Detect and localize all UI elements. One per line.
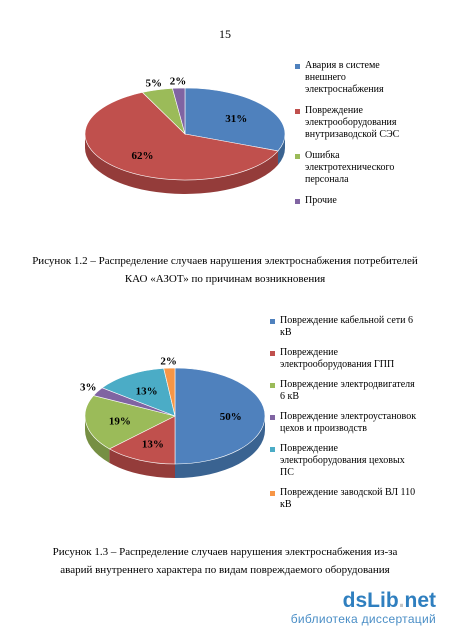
pie-slice — [101, 368, 176, 417]
figure-caption-1-2: Рисунок 1.2 – Распределение случаев нару… — [0, 252, 450, 288]
legend-label: Прочие — [305, 195, 337, 207]
watermark-subtitle: библиотека диссертаций — [290, 612, 436, 626]
watermark-logo: dsLib.net библиотека диссертаций — [290, 589, 436, 627]
legend-item: Ошибка электротехнического персонала — [295, 150, 394, 186]
caption-line: Рисунок 1.2 – Распределение случаев нару… — [32, 255, 418, 267]
pie-data-label: 19% — [109, 416, 131, 428]
legend-swatch — [270, 415, 275, 420]
pie-data-label: 62% — [132, 150, 154, 162]
legend-item: Повреждение электродвигателя 6 кВ — [270, 379, 415, 403]
legend-equipment: Повреждение кабельной сети 6 кВ Повреждени… — [270, 315, 440, 535]
legend-label-line: Ошибка — [305, 150, 340, 161]
legend-label-line: Повреждение — [305, 105, 363, 116]
legend-label-line: Повреждение электроустановок — [280, 411, 417, 422]
watermark-site-name: dsLib.net — [342, 589, 436, 612]
legend-item: Повреждение электроборудования цеховых ПС — [270, 443, 405, 479]
legend-swatch — [295, 64, 300, 69]
legend-label-line: 6 кВ — [280, 391, 300, 402]
legend-label-line: электрооборудования ГПП — [280, 359, 395, 370]
legend-label: Повреждение электрооборудования внутризаво… — [305, 105, 399, 141]
legend-label-line: Повреждение электродвигателя — [280, 379, 415, 390]
legend-label-line: электроборудования цеховых — [280, 455, 405, 466]
legend-label-line: Повреждение кабельной сети 6 — [280, 315, 413, 326]
legend-label-line: электрооборудования — [305, 117, 397, 128]
legend-label-line: Авария в системе — [305, 60, 380, 71]
legend-label: Ошибка электротехнического персонала — [305, 150, 394, 186]
legend-swatch — [295, 154, 300, 159]
legend-label-line: кВ — [280, 499, 292, 510]
legend-swatch — [295, 199, 300, 204]
legend-label: Повреждение электрооборудования ГПП — [280, 347, 394, 371]
legend-label: Повреждение электроустановок цехов и прои… — [280, 411, 416, 435]
legend-item: Авария в системе внешнего электроснабжения — [295, 60, 384, 96]
legend-swatch — [295, 109, 300, 114]
pie-slice — [108, 415, 176, 465]
page-number: 15 — [219, 27, 231, 41]
pie-chart-equipment: 50% 13% 19% 3% 13% 2% — [80, 355, 266, 478]
legend-swatch — [270, 447, 275, 452]
pie-data-label: 13% — [136, 385, 158, 397]
legend-item: Повреждение кабельной сети 6 кВ — [270, 315, 413, 339]
legend-label: Повреждение заводской ВЛ 110 кВ — [280, 487, 415, 511]
pie-slice — [184, 87, 286, 152]
pie-data-label: 2% — [160, 355, 177, 367]
legend-item: Прочие — [295, 195, 337, 207]
legend-label-line: Повреждение — [280, 347, 338, 358]
legend-label: Повреждение кабельной сети 6 кВ — [280, 315, 413, 339]
pie-data-label: 13% — [142, 438, 164, 450]
legend-swatch — [270, 351, 275, 356]
pie-slice-side — [109, 448, 175, 478]
legend-label: Повреждение электродвигателя 6 кВ — [280, 379, 415, 403]
pie-slice — [172, 87, 186, 135]
legend-swatch — [270, 319, 275, 324]
legend-swatch — [270, 383, 275, 388]
pie-slice-side — [85, 416, 110, 463]
legend-label-line: цехов и производств — [280, 423, 367, 434]
caption-line: КАО «АЗОТ» по причинам возникновения — [124, 273, 326, 285]
legend-label-line: кВ — [280, 327, 292, 338]
legend-label-line: Повреждение — [280, 443, 338, 454]
pie-slice — [84, 92, 279, 181]
legend-item: Повреждение электроустановок цехов и прои… — [270, 411, 416, 435]
pie-slice-side — [277, 134, 285, 165]
caption-line: аварий внутреннего характера по видам по… — [60, 564, 390, 576]
pie-data-label: 31% — [225, 113, 247, 125]
legend-label-line: внутризаводской СЭС — [305, 129, 400, 140]
legend-item: Повреждение заводской ВЛ 110 кВ — [270, 487, 415, 511]
pie-slice — [163, 367, 176, 417]
legend-label: Авария в системе внешнего электроснабжения — [305, 60, 384, 96]
pie-slice — [84, 395, 176, 450]
legend-item: Повреждение электрооборудования внутризаво… — [295, 105, 399, 141]
figure-caption-1-3: Рисунок 1.3 – Распределение случаев нару… — [0, 543, 450, 579]
caption-line: Рисунок 1.3 – Распределение случаев нару… — [52, 546, 398, 558]
pie-data-label: 50% — [220, 411, 242, 423]
legend-label-line: Прочие — [305, 195, 337, 206]
pie-slice — [174, 367, 266, 465]
pie-data-label: 3% — [80, 382, 97, 394]
pie-data-label: 2% — [170, 76, 187, 88]
legend-label-line: персонала — [305, 174, 349, 185]
pie-slice-side — [85, 134, 278, 195]
legend-swatch — [270, 491, 275, 496]
legend-item: Повреждение электрооборудования ГПП — [270, 347, 394, 371]
legend-label-line: внешнего — [305, 72, 346, 83]
pie-data-label: 5% — [146, 78, 163, 90]
legend-causes: Авария в системе внешнего электроснабжения… — [295, 60, 445, 220]
legend-label-line: электротехнического — [305, 162, 395, 173]
legend-label-line: электроснабжения — [305, 84, 384, 95]
pie-chart-causes: 31% 62% 5% 2% — [84, 76, 286, 195]
legend-label-line: Повреждение заводской ВЛ 110 — [280, 487, 416, 498]
legend-label: Повреждение электроборудования цеховых ПС — [280, 443, 405, 479]
legend-label-line: ПС — [280, 467, 294, 478]
